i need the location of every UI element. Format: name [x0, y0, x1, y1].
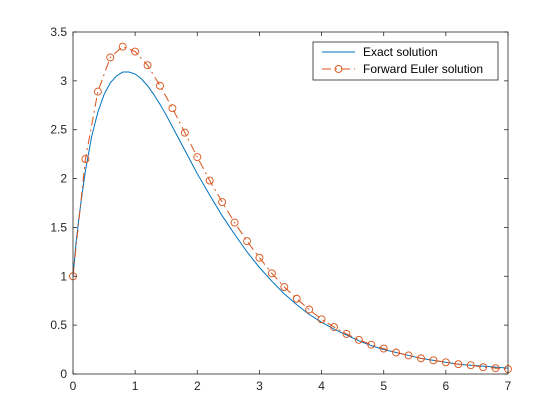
data-point-forward-euler-solution: [205, 176, 214, 185]
y-tick-label: 2: [60, 172, 67, 186]
x-tick-label: 7: [505, 379, 512, 393]
y-tick-label: 0: [60, 367, 67, 381]
y-tick-label: 1.5: [50, 220, 67, 234]
data-point-forward-euler-solution: [118, 42, 127, 51]
data-point-forward-euler-solution: [193, 153, 202, 162]
data-point-forward-euler-solution: [243, 237, 251, 246]
axes-layer: 0 1 2 3 4 5 6 7 0 0.5 1 1.5 2 2.5 3 3.5: [50, 25, 511, 393]
y-tick-label: 3.5: [50, 25, 67, 39]
data-point-forward-euler-solution: [441, 358, 450, 367]
data-point-forward-euler-solution: [429, 356, 438, 365]
legend-box: [312, 41, 499, 81]
data-point-forward-euler-solution: [305, 305, 314, 314]
data-point-forward-euler-solution: [156, 81, 164, 90]
data-point-forward-euler-solution: [168, 104, 177, 113]
data-point-forward-euler-solution: [491, 364, 500, 373]
x-tick-label: 0: [70, 379, 77, 393]
data-point-forward-euler-solution: [106, 53, 115, 62]
axes-box: [72, 31, 509, 375]
data-point-forward-euler-solution: [454, 360, 463, 369]
data-point-forward-euler-solution: [131, 47, 140, 56]
legend-marker-forward-euler-solution: [334, 65, 343, 73]
legend: Exact solution Forward Euler solution: [312, 41, 499, 81]
legend-label-exact-solution: Exact solution: [363, 45, 438, 59]
data-point-forward-euler-solution: [255, 253, 264, 262]
data-point-forward-euler-solution: [292, 294, 301, 303]
series-line-forward-euler-solution: [72, 46, 509, 370]
data-point-forward-euler-solution: [317, 315, 326, 324]
data-point-forward-euler-solution: [218, 198, 227, 206]
y-tick-label: 0.5: [50, 318, 67, 332]
data-point-forward-euler-solution: [93, 87, 102, 96]
data-point-forward-euler-solution: [466, 361, 475, 370]
legend-label-forward-euler-solution: Forward Euler solution: [363, 62, 483, 76]
x-tick-label: 2: [194, 379, 201, 393]
data-point-forward-euler-solution: [230, 218, 239, 227]
data-point-forward-euler-solution: [417, 354, 425, 363]
data-point-forward-euler-solution: [404, 351, 413, 360]
data-point-forward-euler-solution: [392, 348, 401, 357]
x-tick-label: 5: [380, 379, 387, 393]
data-point-forward-euler-solution: [330, 323, 338, 332]
plot-area: [73, 32, 508, 374]
data-point-forward-euler-solution: [143, 61, 152, 70]
data-point-forward-euler-solution: [180, 128, 189, 137]
data-point-forward-euler-solution: [267, 269, 276, 278]
x-tick-label: 1: [132, 379, 139, 393]
data-point-forward-euler-solution: [342, 329, 351, 338]
data-point-forward-euler-solution: [81, 155, 90, 163]
data-point-forward-euler-solution: [354, 335, 363, 344]
data-point-forward-euler-solution: [379, 344, 388, 353]
series-layer: [69, 42, 512, 374]
x-tick-label: 3: [256, 379, 263, 393]
x-tick-label: 4: [318, 379, 325, 393]
x-tick-label: 6: [443, 379, 450, 393]
data-point-forward-euler-solution: [280, 283, 289, 291]
data-point-forward-euler-solution: [479, 363, 488, 372]
y-tick-label: 2.5: [50, 123, 67, 137]
data-point-forward-euler-solution: [367, 340, 376, 349]
y-tick-label: 3: [60, 74, 67, 88]
y-tick-label: 1: [60, 269, 67, 283]
